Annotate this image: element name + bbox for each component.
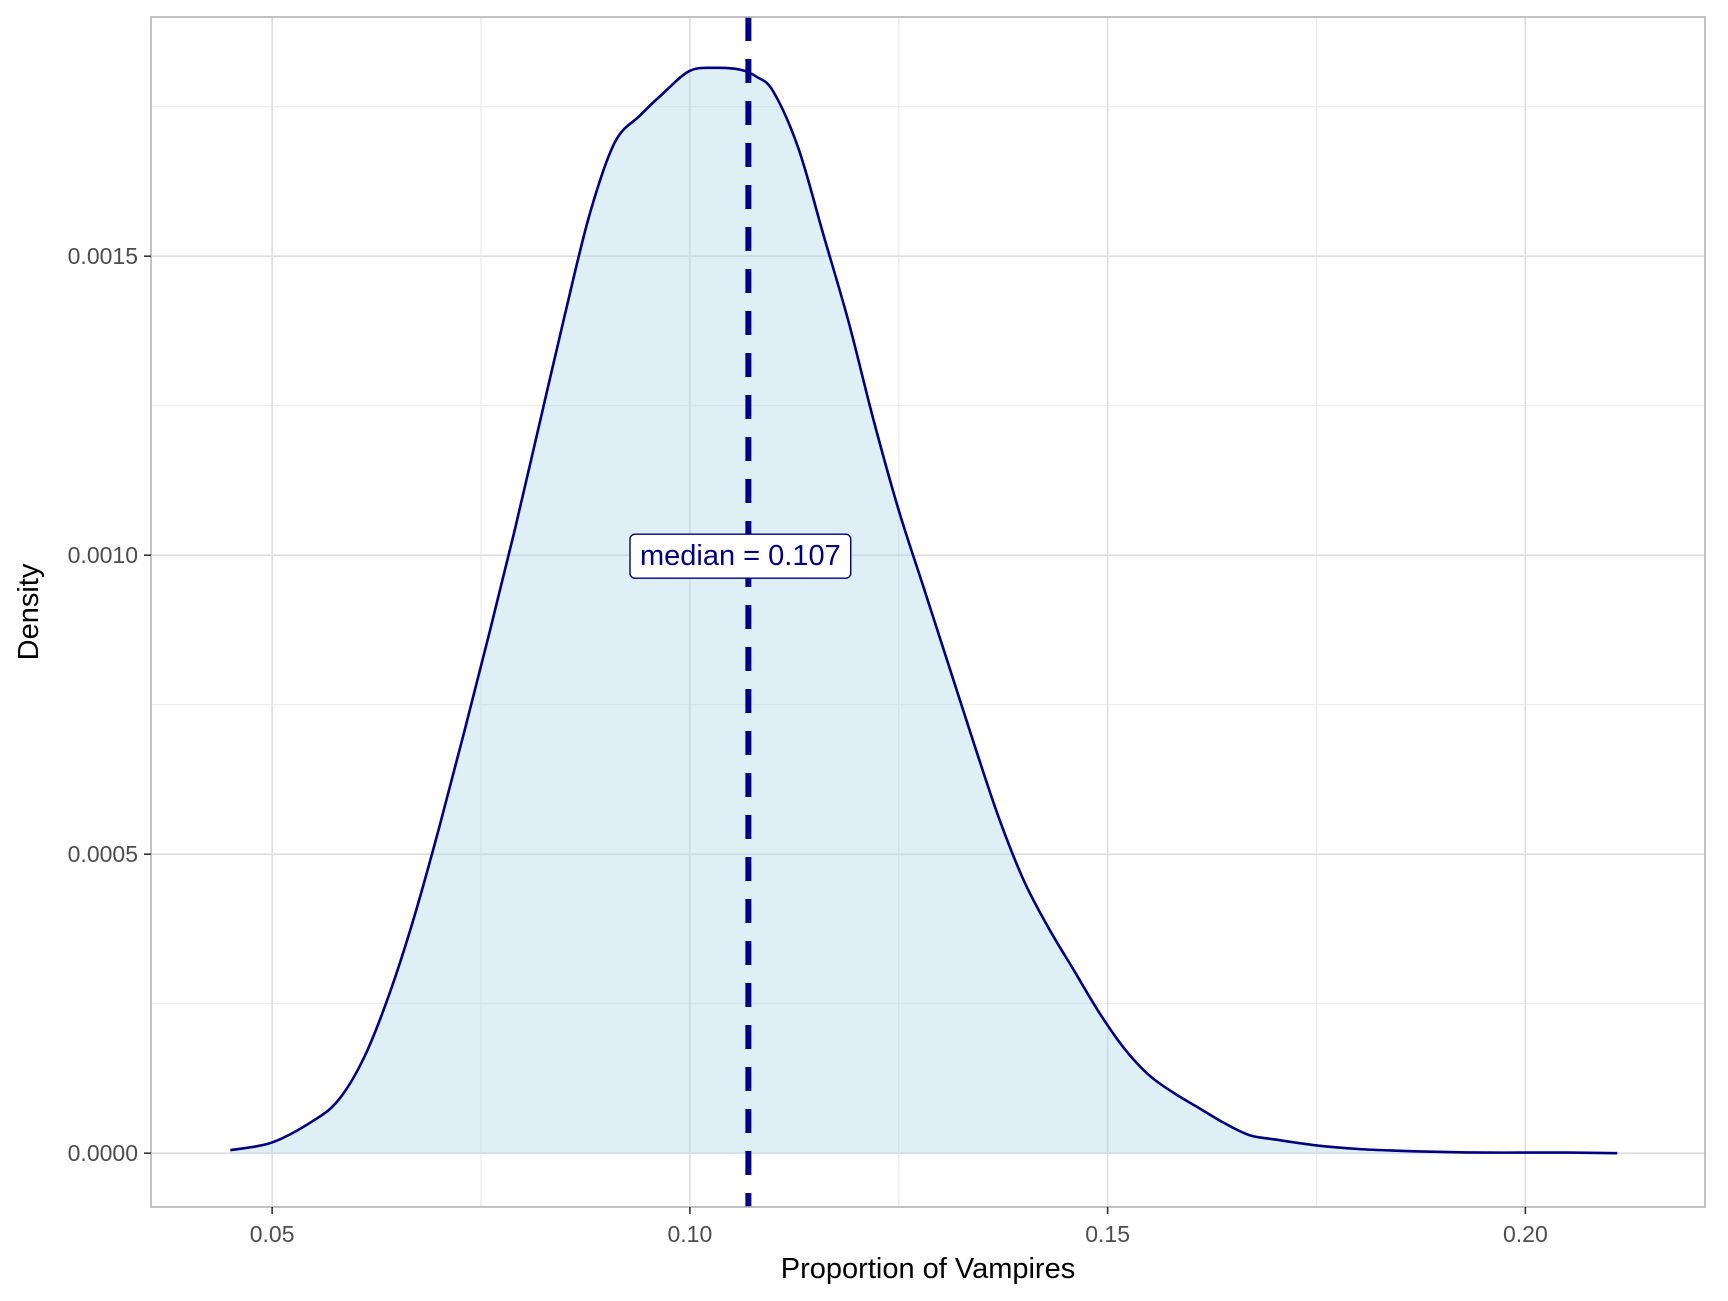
y-tick-label: 0.0010 xyxy=(68,542,138,568)
median-layer: median = 0.107 xyxy=(629,17,852,1207)
y-tick-label: 0.0000 xyxy=(68,1140,138,1166)
density-area xyxy=(230,67,1618,1154)
density-line xyxy=(230,66,1618,1155)
x-tick-label: 0.20 xyxy=(1503,1221,1548,1247)
minor-gridlines xyxy=(151,17,1705,1207)
x-tick-label: 0.10 xyxy=(668,1221,713,1247)
y-tick-label: 0.0005 xyxy=(68,841,138,867)
x-tick-label: 0.15 xyxy=(1085,1221,1130,1247)
y-tick-label: 0.0015 xyxy=(68,243,138,269)
y-axis-title: Density xyxy=(13,563,45,660)
x-axis-title: Proportion of Vampires xyxy=(781,1253,1075,1285)
panel-border xyxy=(150,16,1706,1208)
axes-layer: 0.05 0.10 0.15 0.20 0.0000 0.0005 0.0010 0.0015 xyxy=(68,243,1548,1247)
median-label: median = 0.107 xyxy=(640,540,841,572)
panel-frame xyxy=(150,16,1706,1208)
median-label-box xyxy=(629,533,852,579)
major-gridlines xyxy=(151,17,1705,1207)
x-tick-label: 0.05 xyxy=(250,1221,295,1247)
density-layer xyxy=(230,66,1618,1155)
